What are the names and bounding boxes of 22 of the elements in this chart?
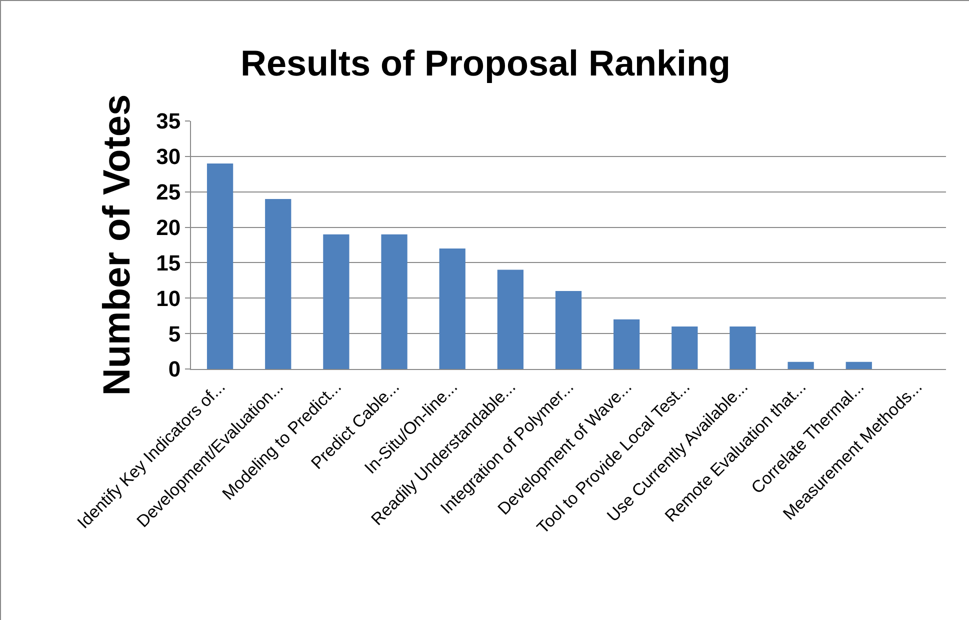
y-tick-label: 15 (156, 250, 181, 276)
y-tick-label: 10 (156, 286, 181, 311)
bar (614, 319, 640, 369)
bar (672, 326, 698, 369)
bar (846, 362, 872, 369)
bar (497, 270, 524, 369)
chart-title: Results of Proposal Ranking (240, 42, 731, 84)
bar (730, 326, 756, 369)
y-tick-label: 5 (168, 321, 181, 346)
y-tick-label: 25 (156, 180, 181, 205)
bar (555, 291, 582, 369)
y-tick-label: 30 (156, 144, 181, 170)
bar (265, 198, 292, 369)
bar (323, 234, 350, 369)
bar (206, 164, 234, 369)
bar (381, 234, 408, 369)
bar (788, 362, 814, 369)
y-tick-label: 0 (168, 356, 181, 382)
y-tick-label: 20 (156, 214, 181, 240)
y-axis-title: Number of Votes (96, 94, 138, 396)
y-tick-label: 35 (156, 108, 181, 134)
bar (439, 248, 466, 369)
